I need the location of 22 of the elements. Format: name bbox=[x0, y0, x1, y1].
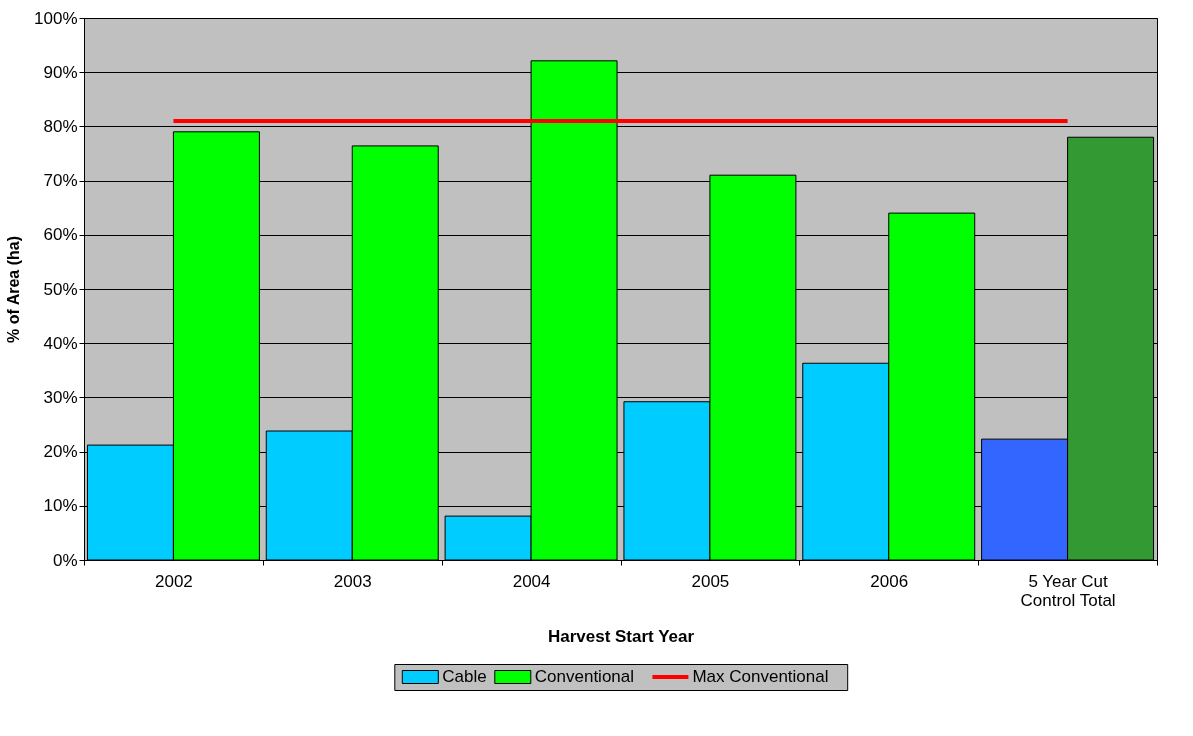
y-tick-label: 20% bbox=[43, 442, 78, 462]
legend-label: Conventional bbox=[534, 667, 635, 686]
y-axis-title: % of Area (ha) bbox=[5, 236, 23, 343]
x-tick-label: 5 Year Cut Control Total bbox=[1020, 571, 1116, 610]
legend-label: Max Conventional bbox=[692, 667, 829, 686]
x-tick-label: 2003 bbox=[333, 571, 372, 591]
x-tick-label: 2005 bbox=[691, 571, 730, 591]
y-tick-label: 90% bbox=[43, 62, 78, 82]
y-tick-label: 0% bbox=[52, 550, 78, 570]
x-axis-title: Harvest Start Year bbox=[547, 626, 695, 646]
y-tick-label: 60% bbox=[43, 225, 78, 245]
y-tick-label: 80% bbox=[43, 116, 78, 136]
x-tick-label: 2006 bbox=[870, 571, 909, 591]
legend-label: Cable bbox=[442, 667, 487, 686]
x-tick-label: 2002 bbox=[155, 571, 193, 591]
y-tick-label: 100% bbox=[34, 8, 78, 28]
y-tick-label: 50% bbox=[43, 279, 78, 299]
y-tick-label: 10% bbox=[43, 496, 78, 516]
y-tick-label: 30% bbox=[43, 387, 78, 407]
x-tick-label: 2004 bbox=[512, 571, 551, 591]
y-tick-label: 70% bbox=[43, 171, 78, 191]
y-tick-label: 40% bbox=[43, 333, 78, 353]
